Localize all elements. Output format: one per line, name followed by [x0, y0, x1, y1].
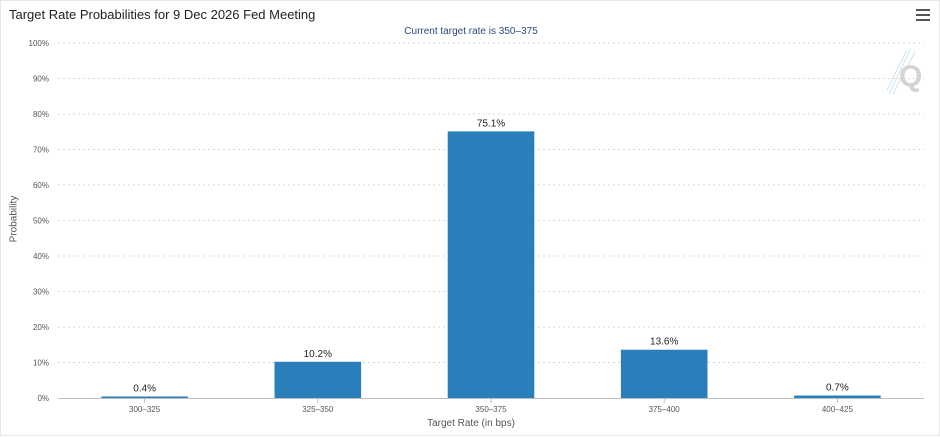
y-tick-label: 100% — [29, 39, 49, 48]
bar-2[interactable] — [447, 131, 535, 398]
x-tick-label: 375–400 — [649, 405, 681, 414]
bar-4[interactable] — [794, 395, 881, 398]
x-tick-label: 300–325 — [129, 405, 161, 414]
y-tick-label: 80% — [33, 110, 49, 119]
data-label-3: 13.6% — [650, 337, 678, 348]
y-tick-label: 50% — [33, 217, 49, 226]
data-label-1: 10.2% — [304, 349, 332, 360]
svg-text:Q: Q — [899, 60, 921, 93]
bar-1[interactable] — [274, 361, 362, 398]
y-tick-label: 40% — [33, 252, 49, 261]
y-tick-label: 90% — [33, 75, 49, 84]
chart-subtitle: Current target rate is 350–375 — [404, 26, 538, 37]
hamburger-menu-icon[interactable] — [916, 9, 930, 21]
x-tick-label: 350–375 — [475, 405, 507, 414]
y-tick-label: 70% — [33, 146, 49, 155]
data-label-4: 0.7% — [826, 383, 849, 394]
data-label-0: 0.4% — [133, 384, 156, 395]
bar-3[interactable] — [620, 349, 708, 398]
y-tick-label: 10% — [33, 359, 49, 368]
x-tick-label: 400–425 — [822, 405, 854, 414]
data-label-2: 75.1% — [477, 118, 505, 129]
bar-0[interactable] — [101, 396, 188, 399]
y-tick-label: 60% — [33, 181, 49, 190]
x-axis-title: Target Rate (in bps) — [427, 418, 515, 429]
y-tick-label: 0% — [37, 394, 49, 403]
y-tick-label: 30% — [33, 288, 49, 297]
x-tick-label: 325–350 — [302, 405, 334, 414]
q-logo-icon: Q — [881, 46, 922, 101]
y-tick-label: 20% — [33, 323, 49, 332]
chart-title: Target Rate Probabilities for 9 Dec 2026… — [9, 7, 316, 22]
